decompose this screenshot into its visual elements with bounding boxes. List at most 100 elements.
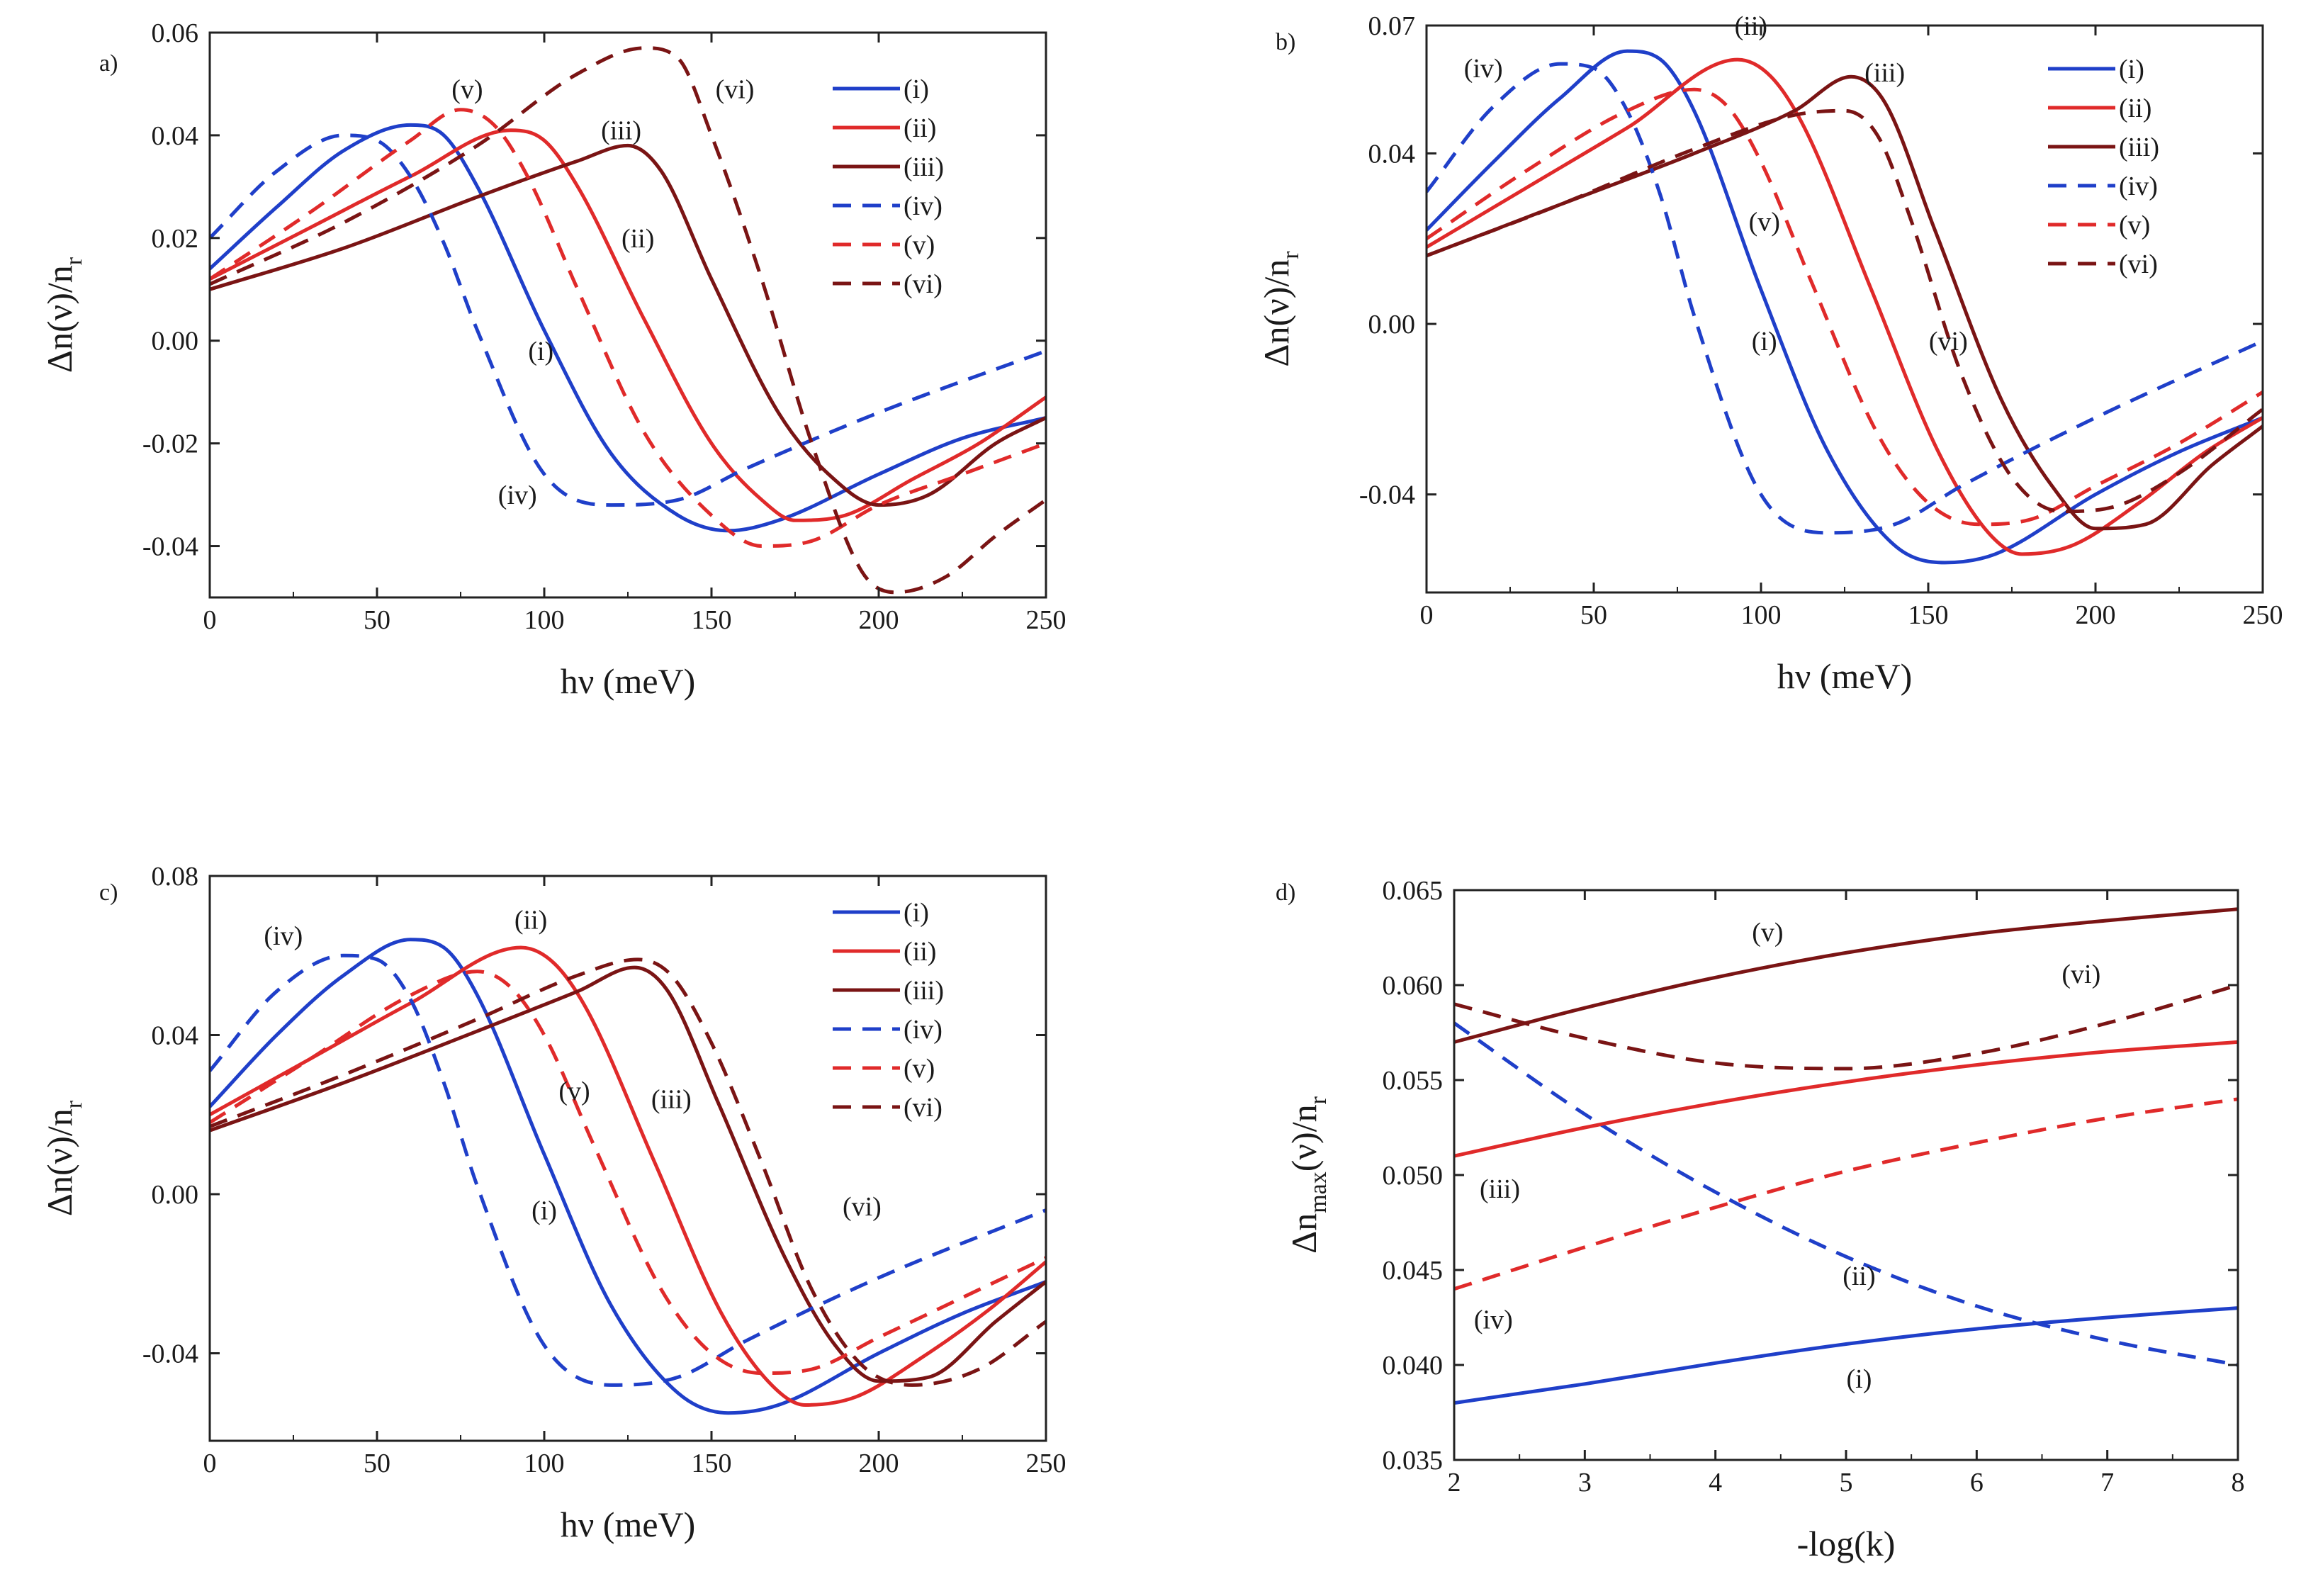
legend-label: (iv) [904, 1015, 943, 1045]
series-line-6 [210, 957, 1046, 1387]
curve-annotation: (vi) [2061, 960, 2100, 989]
series-line-4 [210, 953, 1046, 1387]
x-tick-label: 200 [859, 1449, 899, 1478]
curve-annotation: (iv) [264, 921, 303, 951]
x-tick-label: 150 [692, 605, 732, 635]
y-tick-label: -0.02 [142, 429, 198, 459]
legend-label: (i) [904, 74, 929, 104]
series-line-2 [1454, 1021, 2238, 1367]
curve-annotation: (v) [1752, 918, 1783, 948]
y-tick-label: 0.00 [152, 1180, 199, 1210]
x-tick-label: 6 [1970, 1468, 1984, 1497]
y-tick-label: 0.00 [152, 327, 199, 356]
x-tick-label: 200 [859, 605, 899, 635]
y-axis-title-part: Δn(ν)/n [1256, 259, 1296, 367]
legend-label: (iv) [2119, 172, 2158, 201]
y-tick-label: 0.035 [1383, 1446, 1444, 1476]
legend-label: (i) [904, 898, 929, 928]
legend-label: (v) [904, 230, 935, 260]
series-group [1454, 907, 2238, 1405]
chart-panel-c: 0 50 100 150 200 250 -0.04 0.00 0.04 0.08 c) hν (me… [40, 862, 1067, 1544]
series-line-2 [210, 945, 1046, 1407]
series-line-2 [1427, 57, 2263, 556]
y-tick-label: 0.050 [1383, 1161, 1444, 1191]
chart-panel-b: 0 50 100 150 200 250 -0.04 0.00 0.04 0.07 b) hν (me… [1256, 11, 2283, 696]
x-tick-label: 250 [1026, 1449, 1067, 1478]
curve-annotation: (ii) [514, 906, 547, 935]
legend: (i) (ii) (iii) (iv) (v) (vi) [833, 74, 944, 299]
y-tick-label: 0.08 [152, 862, 199, 892]
y-axis-title: Δn(ν)/nr [1256, 251, 1304, 367]
curve-annotation: (iv) [498, 481, 537, 510]
x-tick-label: 100 [1741, 600, 1782, 630]
curve-annotation: (iii) [1480, 1174, 1520, 1204]
x-tick-label: 250 [2243, 600, 2283, 630]
x-tick-label: 150 [1908, 600, 1949, 630]
curve-annotation: (i) [528, 337, 553, 366]
y-axis-title-part: (ν)/n [1284, 1104, 1324, 1171]
series-line-1 [210, 123, 1046, 533]
curve-annotation: (iii) [601, 116, 641, 146]
x-tick-label: 0 [1420, 600, 1434, 630]
y-axis-title-part: Δn(ν)/n [40, 1108, 79, 1216]
series-line-5 [210, 970, 1046, 1376]
curve-annotation: (v) [1749, 208, 1780, 237]
x-tick-label: 3 [1578, 1468, 1592, 1497]
legend-label: (vi) [904, 269, 943, 299]
x-axis-title: -log(k) [1797, 1524, 1896, 1563]
y-axis-title-subscript: max [1305, 1171, 1332, 1213]
curve-annotation: (i) [531, 1196, 557, 1225]
x-axis-title: hν (meV) [561, 661, 696, 701]
curve-annotation: (iv) [1474, 1305, 1513, 1335]
curve-annotation: (v) [558, 1077, 590, 1106]
x-tick-label: 150 [692, 1449, 732, 1478]
chart-panel-d: 2 3 4 5 6 7 8 0.035 0.040 0.045 0.050 0.055 0.060 0.0… [1276, 876, 2245, 1563]
legend: (i) (ii) (iii) (iv) (v) (vi) [2048, 55, 2159, 279]
legend-label: (ii) [2119, 94, 2151, 123]
curve-annotation: (iv) [1464, 54, 1503, 84]
x-tick-label: 4 [1709, 1468, 1722, 1497]
legend: (i) (ii) (iii) (iv) (v) (vi) [833, 898, 944, 1123]
legend-label: (ii) [904, 937, 936, 967]
x-tick-label: 100 [524, 1449, 565, 1478]
y-axis-title-subscript: r [61, 1100, 87, 1108]
y-tick-label: -0.04 [142, 1339, 198, 1369]
curve-annotation: (i) [1752, 327, 1777, 356]
series-group [210, 938, 1046, 1415]
series-line-1 [210, 938, 1046, 1415]
curve-annotation: (vi) [843, 1192, 882, 1222]
legend-label: (iv) [904, 191, 943, 221]
y-tick-label: 0.060 [1383, 971, 1444, 1001]
x-tick-label: 50 [364, 605, 390, 635]
curve-annotation: (iii) [651, 1084, 692, 1114]
panel-letter: c) [99, 880, 118, 906]
legend-label: (i) [2119, 55, 2144, 84]
series-line-4 [1454, 1097, 2238, 1291]
legend-label: (iii) [2119, 133, 2159, 162]
curve-annotation: (ii) [1735, 11, 1767, 41]
series-line-6 [1427, 108, 2263, 514]
x-tick-label: 200 [2076, 600, 2116, 630]
y-axis-title-part: Δn(ν)/n [40, 265, 79, 373]
y-axis-title-part: Δn [1284, 1213, 1324, 1254]
x-tick-label: 50 [364, 1449, 390, 1478]
legend-label: (iii) [904, 976, 944, 1006]
x-tick-label: 8 [2232, 1468, 2245, 1497]
x-tick-label: 5 [1840, 1468, 1853, 1497]
x-tick-label: 100 [524, 605, 565, 635]
series-line-1 [1427, 49, 2263, 565]
legend-label: (iii) [904, 152, 944, 182]
y-axis-title: Δn(ν)/nr [40, 257, 87, 373]
x-tick-label: 250 [1026, 605, 1067, 635]
curve-annotation: (ii) [1843, 1261, 1875, 1291]
y-tick-label: 0.04 [152, 1021, 199, 1051]
legend-label: (v) [2119, 210, 2150, 240]
curve-annotation: (ii) [621, 224, 654, 254]
x-tick-label: 7 [2100, 1468, 2114, 1497]
x-tick-label: 50 [1580, 600, 1607, 630]
y-tick-label: -0.04 [142, 532, 198, 562]
x-axis-title: hν (meV) [561, 1505, 696, 1544]
y-tick-label: 0.055 [1383, 1066, 1444, 1096]
legend-label: (ii) [904, 113, 936, 143]
